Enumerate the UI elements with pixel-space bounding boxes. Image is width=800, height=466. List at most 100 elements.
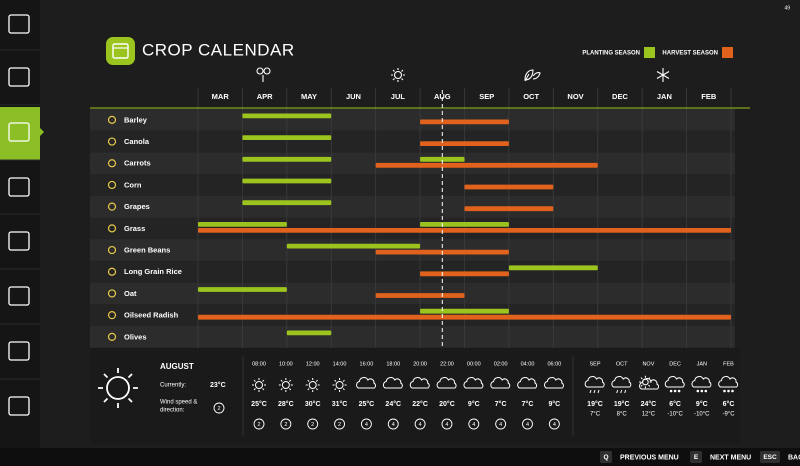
weather-icon-rain [611, 376, 632, 394]
forecast-high: 19°C [587, 400, 603, 408]
snowflake [723, 389, 726, 393]
hour-label: 10:00 [279, 361, 293, 367]
hour-label: 08:00 [252, 361, 266, 367]
crop-icon [107, 332, 117, 341]
wind-icon [495, 418, 507, 430]
month-label: JUL [391, 92, 406, 101]
harvest-bar [464, 184, 554, 190]
summer-icon [391, 68, 405, 82]
wind-icon [387, 418, 399, 430]
cloud [463, 377, 484, 389]
forecast-low: -9°C [722, 412, 735, 418]
hour-temp: 31°C [332, 400, 348, 408]
forecast-month: NOV [642, 361, 654, 367]
footer-button[interactable]: Q PREVIOUS MENU [600, 451, 679, 463]
crop-icon [107, 267, 117, 276]
forecast-month: FEB [723, 361, 734, 367]
month-label: FEB [701, 92, 717, 101]
forecast-month: SEP [589, 361, 600, 367]
hour-wind: 2 [257, 422, 260, 428]
crop-icon [107, 137, 117, 146]
current-wind: 2 [217, 406, 220, 412]
row-background [90, 109, 735, 131]
hour-wind: 2 [284, 422, 287, 428]
crop-name: Barley [124, 115, 148, 124]
snowflake [677, 389, 681, 393]
crop-name: Corn [124, 180, 142, 189]
wind-icon [307, 418, 319, 430]
current-label: Currently: [160, 383, 186, 389]
cloud [691, 376, 712, 388]
spring-icon [256, 67, 271, 82]
hour-label: 22:00 [440, 361, 454, 367]
hour-label: 04:00 [521, 361, 535, 367]
month-label: OCT [523, 92, 539, 101]
sidebar-item[interactable] [0, 378, 40, 416]
planting-bar [242, 178, 332, 184]
footer-button[interactable]: ESC BAC [760, 451, 800, 463]
planting-bar [242, 113, 332, 119]
planting-bar [286, 243, 421, 249]
sidebar-item[interactable] [0, 323, 40, 361]
sun [281, 381, 290, 389]
month-label: DEC [612, 92, 628, 101]
month-label: NOV [567, 92, 583, 101]
harvest-bar [198, 314, 731, 320]
crop-name: Green Beans [124, 246, 170, 255]
forecast-month: DEC [669, 361, 681, 367]
planting-bar [242, 156, 332, 162]
wind-icon [522, 418, 533, 430]
sidebar-item[interactable] [0, 213, 40, 251]
sun-rays [278, 378, 293, 392]
row-background [90, 195, 735, 218]
crop-icon [107, 115, 117, 124]
cloud [409, 377, 430, 389]
forecast-high: 19°C [614, 400, 630, 408]
crop-name: Grass [124, 224, 145, 233]
sidebar-item[interactable] [0, 159, 40, 197]
sidebar-item[interactable] [0, 104, 44, 160]
wind-icon [414, 418, 426, 430]
button-label: BAC [788, 454, 800, 461]
fps-counter: 49 [784, 5, 790, 11]
crop-icon [107, 202, 117, 211]
harvest-bar [464, 206, 554, 212]
footer [0, 448, 800, 466]
hour-wind: 4 [445, 422, 448, 428]
hour-label: 14:00 [333, 361, 347, 367]
legend-planting-swatch [644, 47, 655, 58]
sidebar-item[interactable] [0, 49, 40, 87]
row-background [90, 326, 735, 348]
month-label: MAY [301, 92, 317, 101]
sidebar-item[interactable] [8, 14, 30, 34]
season-icons [256, 67, 670, 82]
hour-label: 02:00 [494, 361, 508, 367]
legend-harvest-swatch [722, 47, 733, 58]
weather-icon-sun [278, 378, 293, 392]
hour-temp: 24°C [385, 400, 401, 408]
footer-keys: Q PREVIOUS MENU E NEXT MENU ESC BAC [600, 451, 800, 463]
forecast-low: 7°C [590, 412, 601, 418]
sidebar [0, 0, 40, 448]
forecast-high: 6°C [723, 400, 735, 408]
harvest-bar [375, 293, 465, 298]
cloud [382, 377, 403, 389]
hour-wind: 4 [499, 422, 502, 428]
forecast-month: OCT [616, 361, 628, 367]
key-box [600, 451, 612, 463]
sidebar-item[interactable] [0, 268, 40, 306]
wind-icon [280, 418, 292, 430]
snowflake [696, 389, 700, 393]
wind-icon [253, 418, 265, 430]
month-label: JUN [346, 92, 361, 101]
forecast-low: -10°C [694, 412, 710, 418]
cloud [517, 377, 538, 389]
autumn-icon [524, 69, 541, 82]
hour-wind: 4 [392, 422, 395, 428]
winter-icon [656, 68, 670, 82]
weather-icon-sun [305, 378, 320, 392]
footer-button[interactable]: E NEXT MENU [690, 451, 751, 463]
crop-icon [107, 224, 117, 233]
harvest-bar [198, 228, 731, 233]
hour-temp: 9°C [468, 400, 480, 408]
